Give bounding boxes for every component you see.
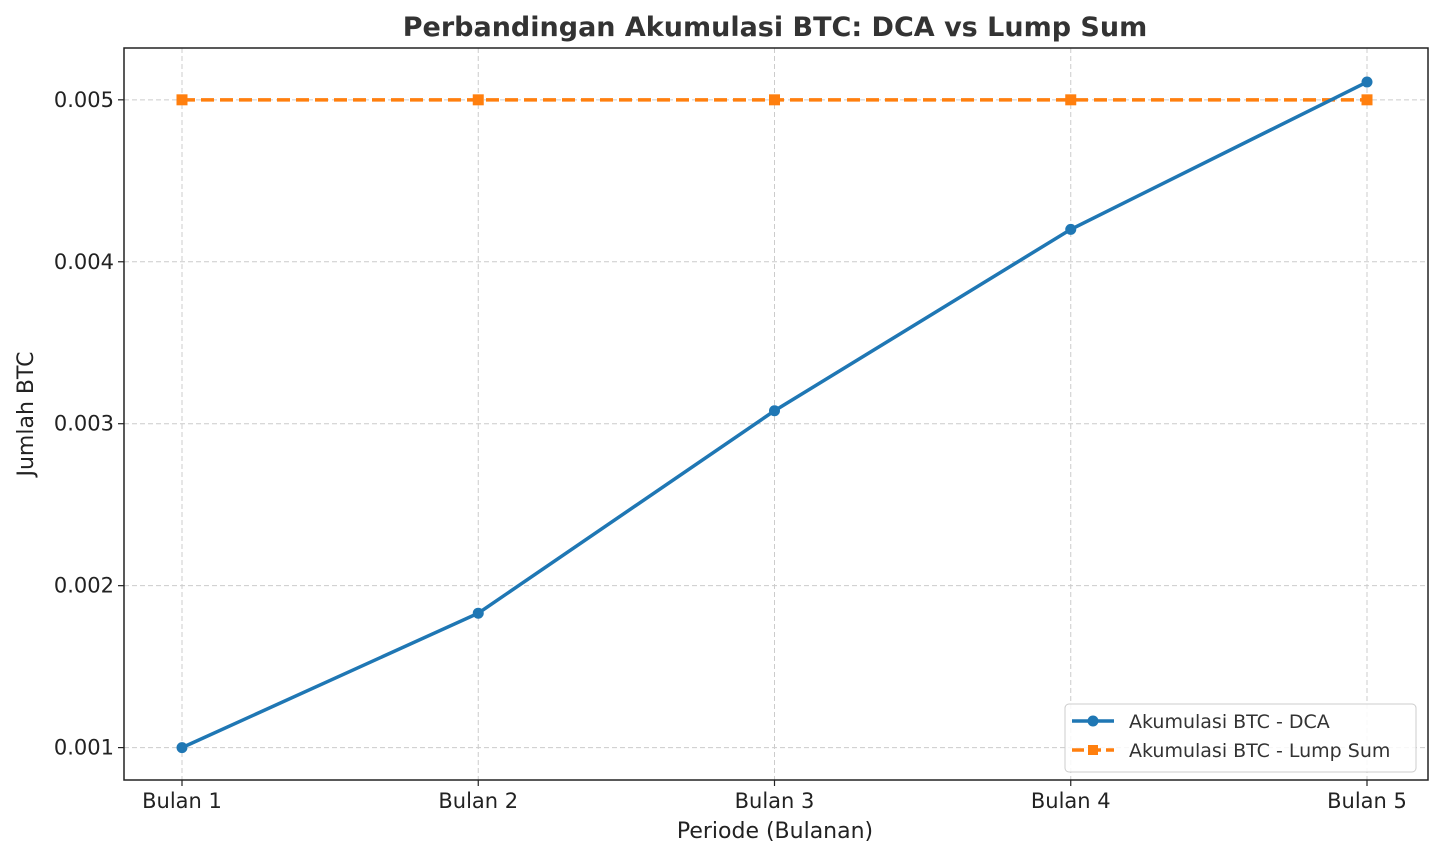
y-tick-label: 0.004 bbox=[54, 250, 114, 274]
legend-label-lumpsum: Akumulasi BTC - Lump Sum bbox=[1129, 740, 1390, 762]
x-tick-label: Bulan 1 bbox=[142, 789, 222, 813]
data-point-lumpsum bbox=[176, 94, 188, 106]
legend-marker-dca bbox=[1087, 715, 1099, 727]
legend-marker-lumpsum bbox=[1088, 745, 1098, 755]
x-tick-label: Bulan 5 bbox=[1327, 789, 1407, 813]
data-point-dca bbox=[1361, 76, 1373, 88]
data-point-lumpsum bbox=[1065, 94, 1077, 106]
x-tick-label: Bulan 3 bbox=[735, 789, 815, 813]
legend: Akumulasi BTC - DCA Akumulasi BTC - Lump… bbox=[1064, 703, 1417, 773]
ticks: Bulan 1 Bulan 2 Bulan 3 Bulan 4 Bulan 5 0.001… bbox=[54, 88, 1407, 813]
data-point-lumpsum bbox=[472, 94, 484, 106]
series-layer bbox=[176, 76, 1373, 754]
data-point-dca bbox=[769, 405, 780, 417]
x-tick-label: Bulan 2 bbox=[438, 789, 518, 813]
legend-label-dca: Akumulasi BTC - DCA bbox=[1129, 711, 1330, 733]
data-point-lumpsum bbox=[1361, 94, 1373, 106]
chart-title: Perbandingan Akumulasi BTC: DCA vs Lump … bbox=[403, 12, 1147, 43]
data-point-dca bbox=[1065, 223, 1077, 235]
data-point-dca bbox=[472, 607, 484, 619]
data-point-dca bbox=[176, 742, 188, 754]
y-tick-label: 0.002 bbox=[54, 574, 114, 598]
y-tick-label: 0.003 bbox=[54, 412, 114, 436]
legend-box bbox=[1064, 703, 1417, 773]
data-point-lumpsum bbox=[769, 94, 780, 106]
y-axis-label: Jumlah BTC bbox=[14, 352, 39, 479]
y-tick-label: 0.001 bbox=[54, 736, 114, 760]
x-tick-label: Bulan 4 bbox=[1031, 789, 1111, 813]
x-axis-label: Periode (Bulanan) bbox=[677, 819, 873, 844]
y-tick-label: 0.005 bbox=[54, 88, 114, 112]
plot-frame bbox=[123, 47, 1429, 781]
